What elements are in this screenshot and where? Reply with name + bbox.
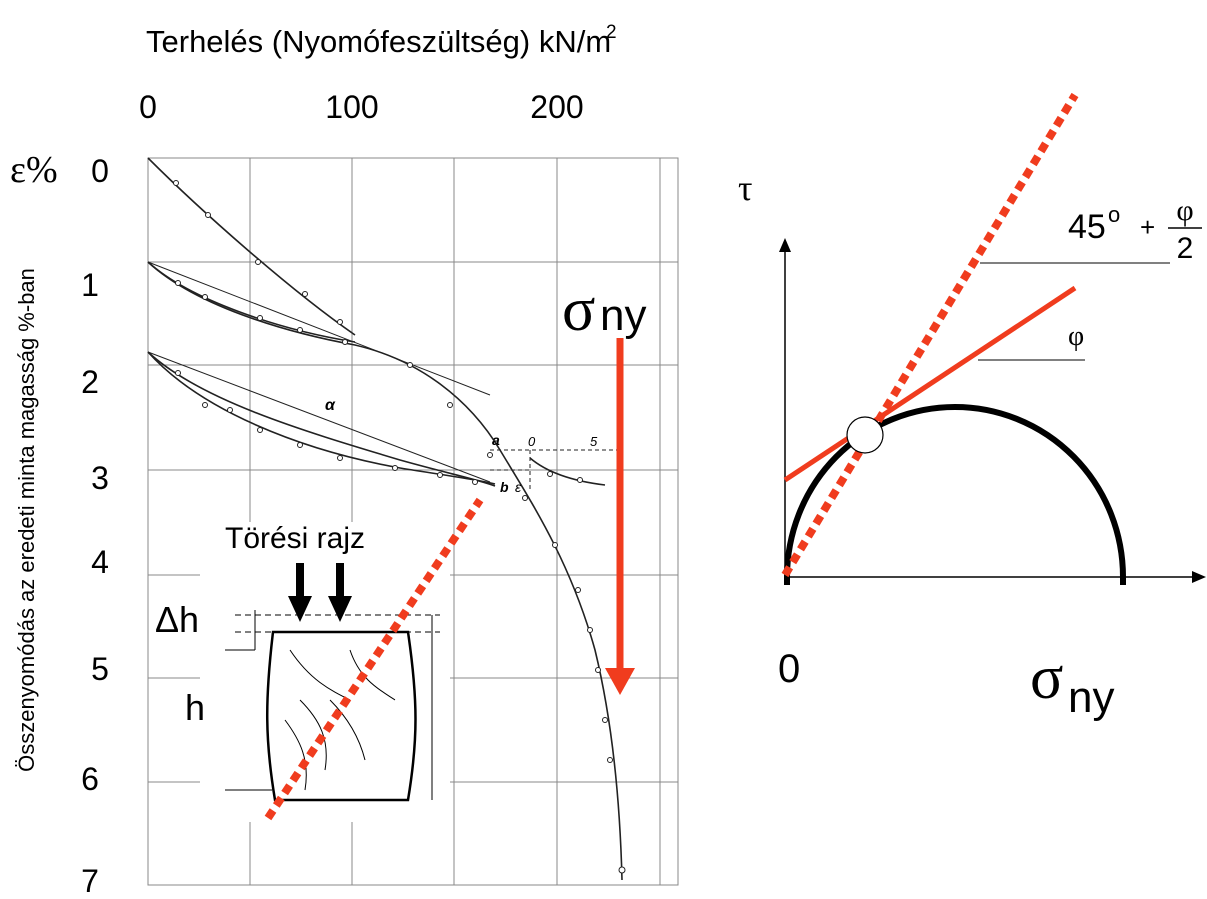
angle-denominator: 2 [1177,232,1194,265]
shape [228,408,233,413]
shape [393,466,398,471]
shape [338,320,343,325]
delta-h-label: Δh [155,599,199,640]
shape [488,453,493,458]
shape [473,480,478,485]
inset-label: 0 [528,434,536,449]
shape [1192,571,1206,583]
shape [206,213,211,218]
mohr-diagram: τ 45 o + φ 2 φ 0 σ ny [738,95,1206,722]
sigma-label: σ [1030,644,1063,712]
y-tick-label: 5 [91,651,109,687]
shape [338,456,343,461]
shape [176,281,181,286]
shape [174,181,179,186]
shape [448,403,453,408]
curve [530,458,605,485]
shape [553,543,558,548]
angle-label: α [325,397,336,414]
failure-envelope [785,288,1075,480]
shape [596,668,601,673]
inset-label: ε [515,479,522,495]
shape [298,443,303,448]
chart-title: Terhelés (Nyomófeszültség) kN/m [146,24,611,59]
sigma-label: σ [562,276,595,344]
y-tick-label: 6 [81,761,99,797]
x-tick-label: 100 [325,89,378,125]
x-tick-label: 0 [139,89,157,125]
failure-drawing: Törési rajz Δh h [155,522,450,822]
angle-degree: o [1108,202,1120,227]
shape [256,260,261,265]
curve [148,158,355,335]
shape [408,363,413,368]
shape [203,403,208,408]
y-tick-label: 4 [91,544,109,580]
shape [608,758,613,763]
inset-label: a [492,432,500,448]
shape [588,628,593,633]
x-tick-label: 200 [530,89,583,125]
tangent-point [847,417,883,453]
shape [298,328,303,333]
inset-label: b [500,479,509,495]
shape [603,718,608,723]
shape [578,478,583,483]
shape [438,473,443,478]
shape [258,316,263,321]
shape [203,295,208,300]
left-chart: Terhelés (Nyomófeszültség) kN/m 2 0 100 … [10,22,678,894]
shape [576,588,581,593]
failure-plane [785,95,1075,575]
drawing-title: Törési rajz [225,522,365,555]
shape [303,292,308,297]
y-unit: ε% [10,149,58,191]
shape [619,867,625,873]
title-superscript: 2 [606,22,617,43]
arrow-head [605,668,635,695]
origin-label: 0 [778,647,800,691]
slide: Terhelés (Nyomófeszültség) kN/m 2 0 100 … [0,0,1207,894]
h-label: h [185,687,205,728]
angle-label: 45 [1068,208,1106,246]
phi-label: φ [1068,321,1084,352]
y-tick-label: 2 [81,364,99,400]
shape [258,428,263,433]
angle-numerator: φ [1176,194,1193,227]
inset-label: 5 [590,434,598,449]
shape [548,472,553,477]
sigma-subscript: ny [600,291,646,340]
sigma-subscript: ny [1068,673,1114,722]
y-tick-label: 7 [81,863,99,894]
shape [523,496,528,501]
shape [176,371,181,376]
y-axis-label: Összenyomódás az eredeti minta magasság … [14,268,39,772]
y-tick-label: 3 [91,460,109,496]
tau-label: τ [738,168,752,208]
shape [779,238,791,252]
y-tick-label: 0 [91,153,109,189]
angle-plus: + [1140,212,1155,242]
y-ticks: 0 1 2 3 4 5 6 7 [81,153,109,894]
shape [343,340,348,345]
y-tick-label: 1 [81,267,99,303]
